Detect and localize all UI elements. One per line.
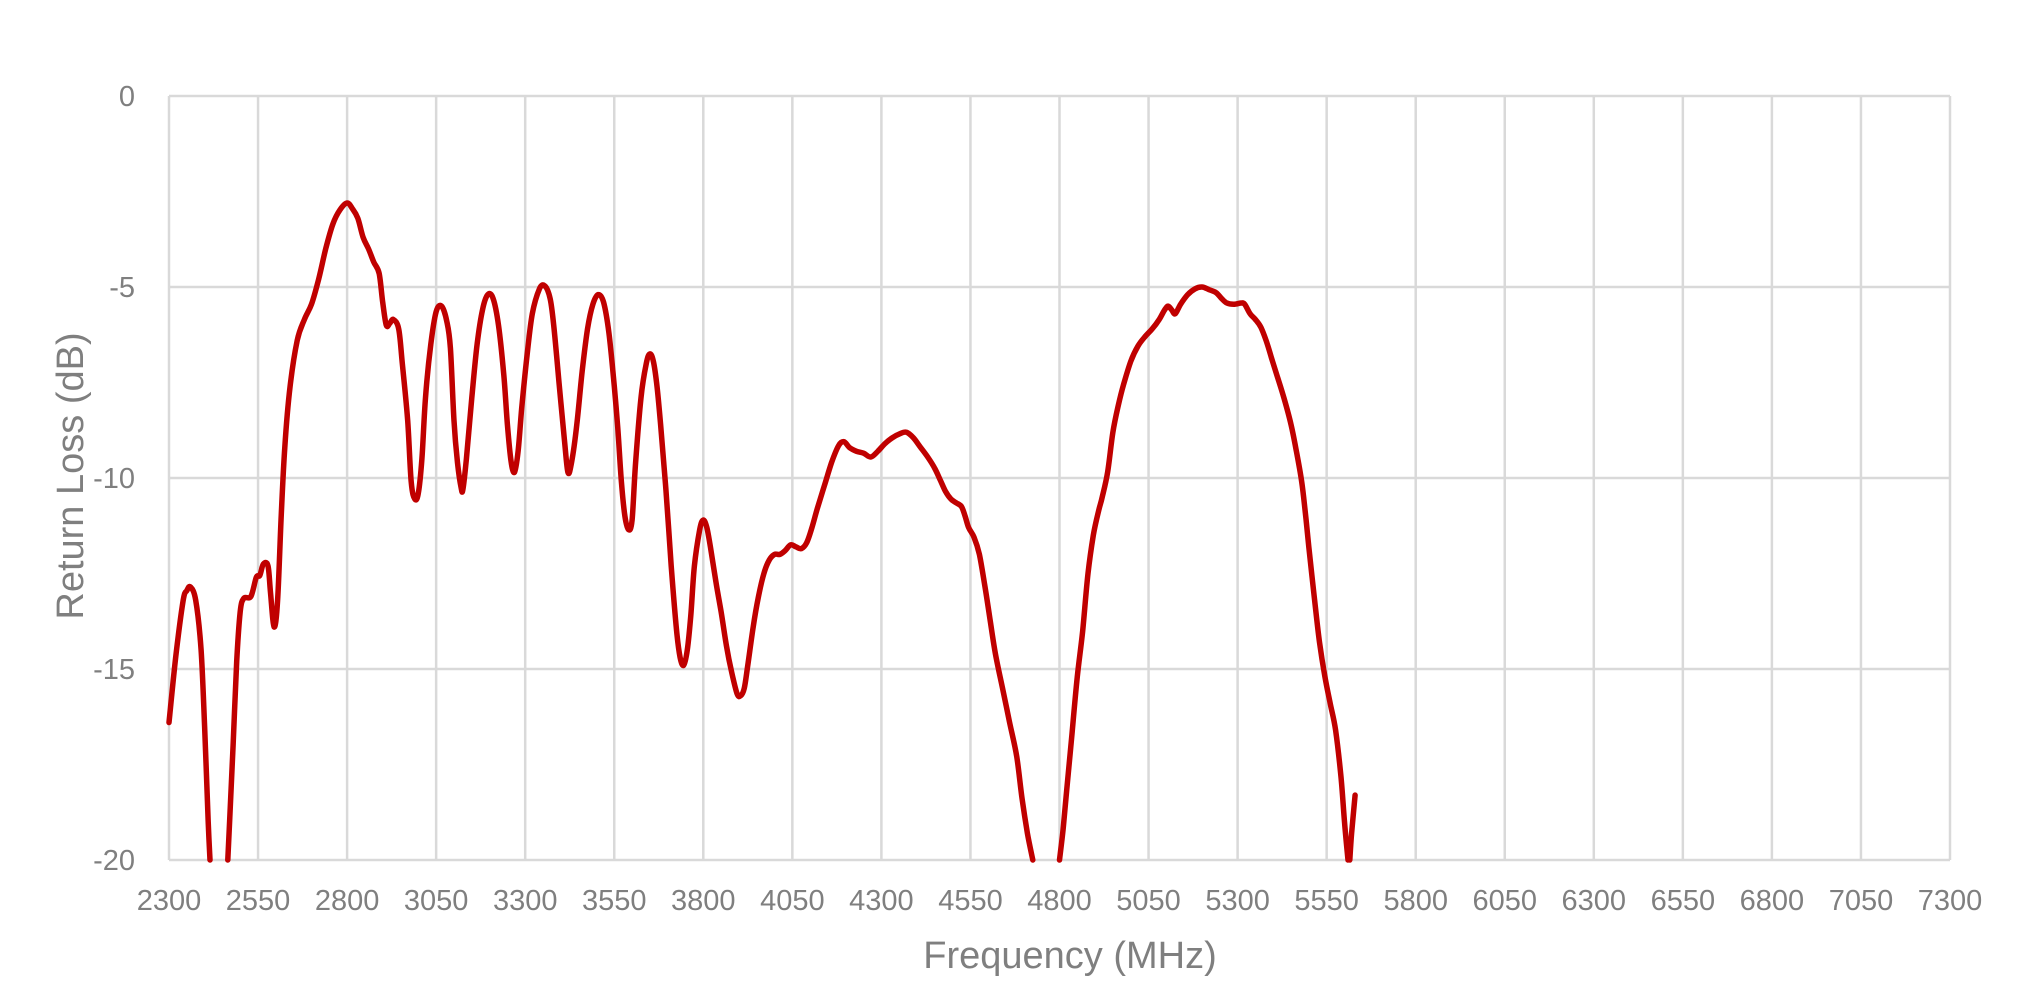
x-tick-label: 6050	[1472, 885, 1537, 917]
x-tick-label: 5300	[1205, 885, 1270, 917]
y-tick-label: -15	[93, 654, 135, 686]
x-tick-label: 2300	[137, 885, 202, 917]
y-tick-label: -5	[109, 272, 135, 304]
x-tick-label: 5800	[1383, 885, 1448, 917]
x-tick-label: 2550	[226, 885, 291, 917]
x-tick-label: 3800	[671, 885, 736, 917]
x-tick-label: 7050	[1829, 885, 1894, 917]
x-tick-label: 5050	[1116, 885, 1181, 917]
series-line-segment	[1347, 792, 1358, 863]
series-line-segment	[1056, 284, 1351, 863]
x-tick-label: 3300	[493, 885, 558, 917]
x-tick-label: 4550	[938, 885, 1003, 917]
y-tick-label: -10	[93, 463, 135, 495]
x-tick-label: 5550	[1294, 885, 1359, 917]
series-line-segment	[166, 583, 213, 863]
y-tick-label: 0	[119, 81, 135, 113]
x-tick-label: 4800	[1027, 885, 1092, 917]
x-tick-label: 4050	[760, 885, 825, 917]
y-tick-label: -20	[93, 845, 135, 877]
series-layer	[166, 200, 1358, 863]
x-tick-label: 4300	[849, 885, 914, 917]
x-tick-label: 3050	[404, 885, 469, 917]
x-axis-title: Frequency (MHz)	[923, 935, 1217, 977]
y-axis-title: Return Loss (dB)	[50, 332, 92, 619]
x-tick-label: 6800	[1740, 885, 1805, 917]
x-tick-label: 6300	[1562, 885, 1627, 917]
x-tick-label: 2800	[315, 885, 380, 917]
x-tick-labels: 2300 2550 2800 3050 3300 3550 3800 4050 4300 4550…	[137, 885, 1983, 917]
x-tick-label: 6550	[1651, 885, 1716, 917]
y-tick-labels: 0 -5 -10 -15 -20	[93, 81, 135, 877]
x-tick-label: 3550	[582, 885, 647, 917]
x-tick-label: 7300	[1918, 885, 1983, 917]
series-line-segment	[225, 200, 1036, 863]
